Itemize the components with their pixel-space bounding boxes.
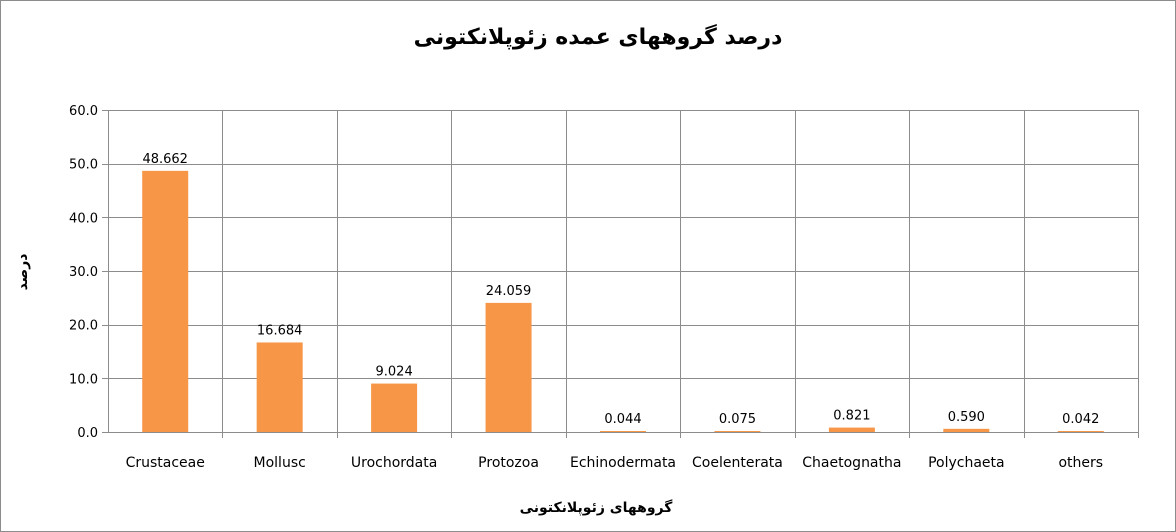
y-axis-title: درصد	[15, 254, 31, 291]
x-category-label: Coelenterata	[692, 455, 783, 471]
grid-lines	[102, 110, 1139, 438]
y-tick-labels: 0.0 10.0 20.0 30.0 40.0 50.0 60.0	[69, 104, 98, 441]
data-label: 0.075	[719, 412, 756, 427]
x-category-label: Protozoa	[478, 455, 539, 471]
data-label: 0.044	[604, 412, 641, 427]
x-category-label: Polychaeta	[928, 455, 1005, 471]
x-category-labels: Crustaceae Mollusc Urochordata Protozoa Echi…	[126, 455, 1103, 471]
x-category-label: Echinodermata	[570, 455, 676, 471]
x-category-label: Urochordata	[351, 455, 437, 471]
data-label: 0.821	[833, 409, 870, 424]
y-tick-label: 0.0	[77, 426, 98, 441]
bar	[256, 342, 303, 432]
data-label: 48.662	[142, 152, 188, 167]
y-tick-label: 10.0	[69, 372, 98, 387]
bar	[714, 431, 761, 432]
bar	[828, 427, 875, 432]
bars	[142, 170, 1104, 432]
x-axis-title: گروههای زئوپلانکتونی	[520, 499, 674, 516]
bar	[142, 170, 189, 432]
x-category-label: Crustaceae	[126, 455, 205, 471]
y-tick-label: 40.0	[69, 211, 98, 226]
y-tick-label: 20.0	[69, 319, 98, 334]
data-labels: 48.662 16.684 9.024 24.059 0.044 0.075 0.821 0.…	[142, 152, 1099, 427]
y-tick-label: 50.0	[69, 158, 98, 173]
y-tick-label: 30.0	[69, 265, 98, 280]
bar	[1057, 431, 1104, 432]
data-label: 24.059	[486, 284, 532, 299]
data-label: 16.684	[257, 323, 303, 338]
chart-title: درصد گروههای عمده زئوپلانکتونی	[414, 23, 783, 50]
x-category-label: others	[1058, 455, 1103, 471]
x-category-label: Chaetognatha	[802, 455, 901, 471]
bar	[943, 428, 990, 432]
x-category-label: Mollusc	[254, 455, 306, 471]
bar	[600, 431, 646, 432]
data-label: 9.024	[376, 365, 413, 380]
y-tick-label: 60.0	[69, 104, 98, 119]
bar	[371, 383, 418, 432]
bar	[485, 302, 532, 432]
data-label: 0.042	[1062, 412, 1099, 427]
data-label: 0.590	[948, 410, 985, 425]
